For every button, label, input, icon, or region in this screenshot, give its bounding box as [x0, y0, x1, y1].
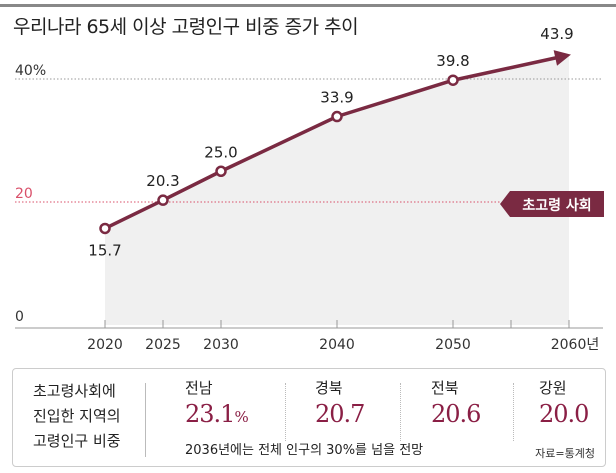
- divider: [400, 383, 401, 441]
- region-name: 경북: [315, 379, 343, 397]
- summary-label-line: 진입한 지역의: [33, 407, 121, 425]
- data-label: 15.7: [88, 241, 121, 259]
- summary-label-line: 초고령사회에: [33, 382, 116, 400]
- x-tick-label: 2040: [319, 337, 355, 353]
- x-tick-label: 2060년: [551, 337, 600, 353]
- region-jeonbuk: 전북 20.6: [431, 377, 531, 428]
- area-fill: [105, 55, 569, 325]
- data-label: 43.9: [540, 25, 573, 43]
- y-tick-label: 20: [15, 186, 33, 202]
- y-tick-label: 40%: [15, 63, 46, 79]
- projection-note: 2036년에는 전체 인구의 30%를 넘을 전망: [185, 443, 424, 458]
- data-point: [157, 194, 169, 206]
- data-label: 33.9: [320, 89, 353, 107]
- region-gangwon: 강원 20.0: [539, 377, 616, 428]
- region-value: 20.0: [539, 400, 589, 428]
- region-value-unit: %: [234, 408, 248, 426]
- x-tick-label: 2020: [87, 337, 123, 353]
- data-label: 20.3: [146, 172, 179, 190]
- series-line: [104, 55, 560, 231]
- region-gyeongbuk: 경북 20.7: [315, 377, 415, 428]
- data-label: 25.0: [204, 143, 237, 161]
- summary-box: 초고령사회에 진입한 지역의 고령인구 비중 전남 23.1% 경북 20.7 …: [12, 368, 606, 467]
- data-point: [331, 110, 343, 123]
- divider: [145, 383, 146, 457]
- x-tick-label: 2050: [435, 337, 471, 353]
- region-value: 23.1%: [185, 400, 285, 428]
- region-name: 전남: [185, 379, 213, 397]
- summary-label-line: 고령인구 비중: [33, 432, 121, 450]
- region-value-number: 23.1: [185, 400, 235, 428]
- data-point: [215, 165, 227, 177]
- data-point: [447, 74, 459, 86]
- arrowhead: [553, 50, 571, 66]
- x-tick-label: 2030: [203, 337, 239, 353]
- data-point: [99, 222, 111, 235]
- divider: [513, 383, 514, 441]
- region-value: 20.6: [431, 400, 481, 428]
- x-tick-label: 2025: [145, 337, 181, 353]
- y-tick-label: 0: [15, 309, 24, 325]
- top-rule: [0, 4, 616, 7]
- region-name: 강원: [539, 379, 567, 397]
- source: 자료=통계청: [535, 447, 595, 460]
- region-value: 20.7: [315, 400, 365, 428]
- summary-label: 초고령사회에 진입한 지역의 고령인구 비중: [33, 379, 121, 454]
- divider: [285, 383, 286, 441]
- region-jeonnam: 전남 23.1%: [185, 377, 285, 428]
- reference-badge: [500, 191, 604, 217]
- region-name: 전북: [431, 379, 459, 397]
- data-label: 39.8: [436, 52, 469, 70]
- line-chart: 0 20 40% 2020 2025 2030 2040 2050 2060년 15.7 20.3 2…: [15, 25, 604, 353]
- reference-badge-label: 초고령 사회: [522, 198, 591, 214]
- chart-title: 우리나라 65세 이상 고령인구 비중 증가 추이: [13, 16, 359, 38]
